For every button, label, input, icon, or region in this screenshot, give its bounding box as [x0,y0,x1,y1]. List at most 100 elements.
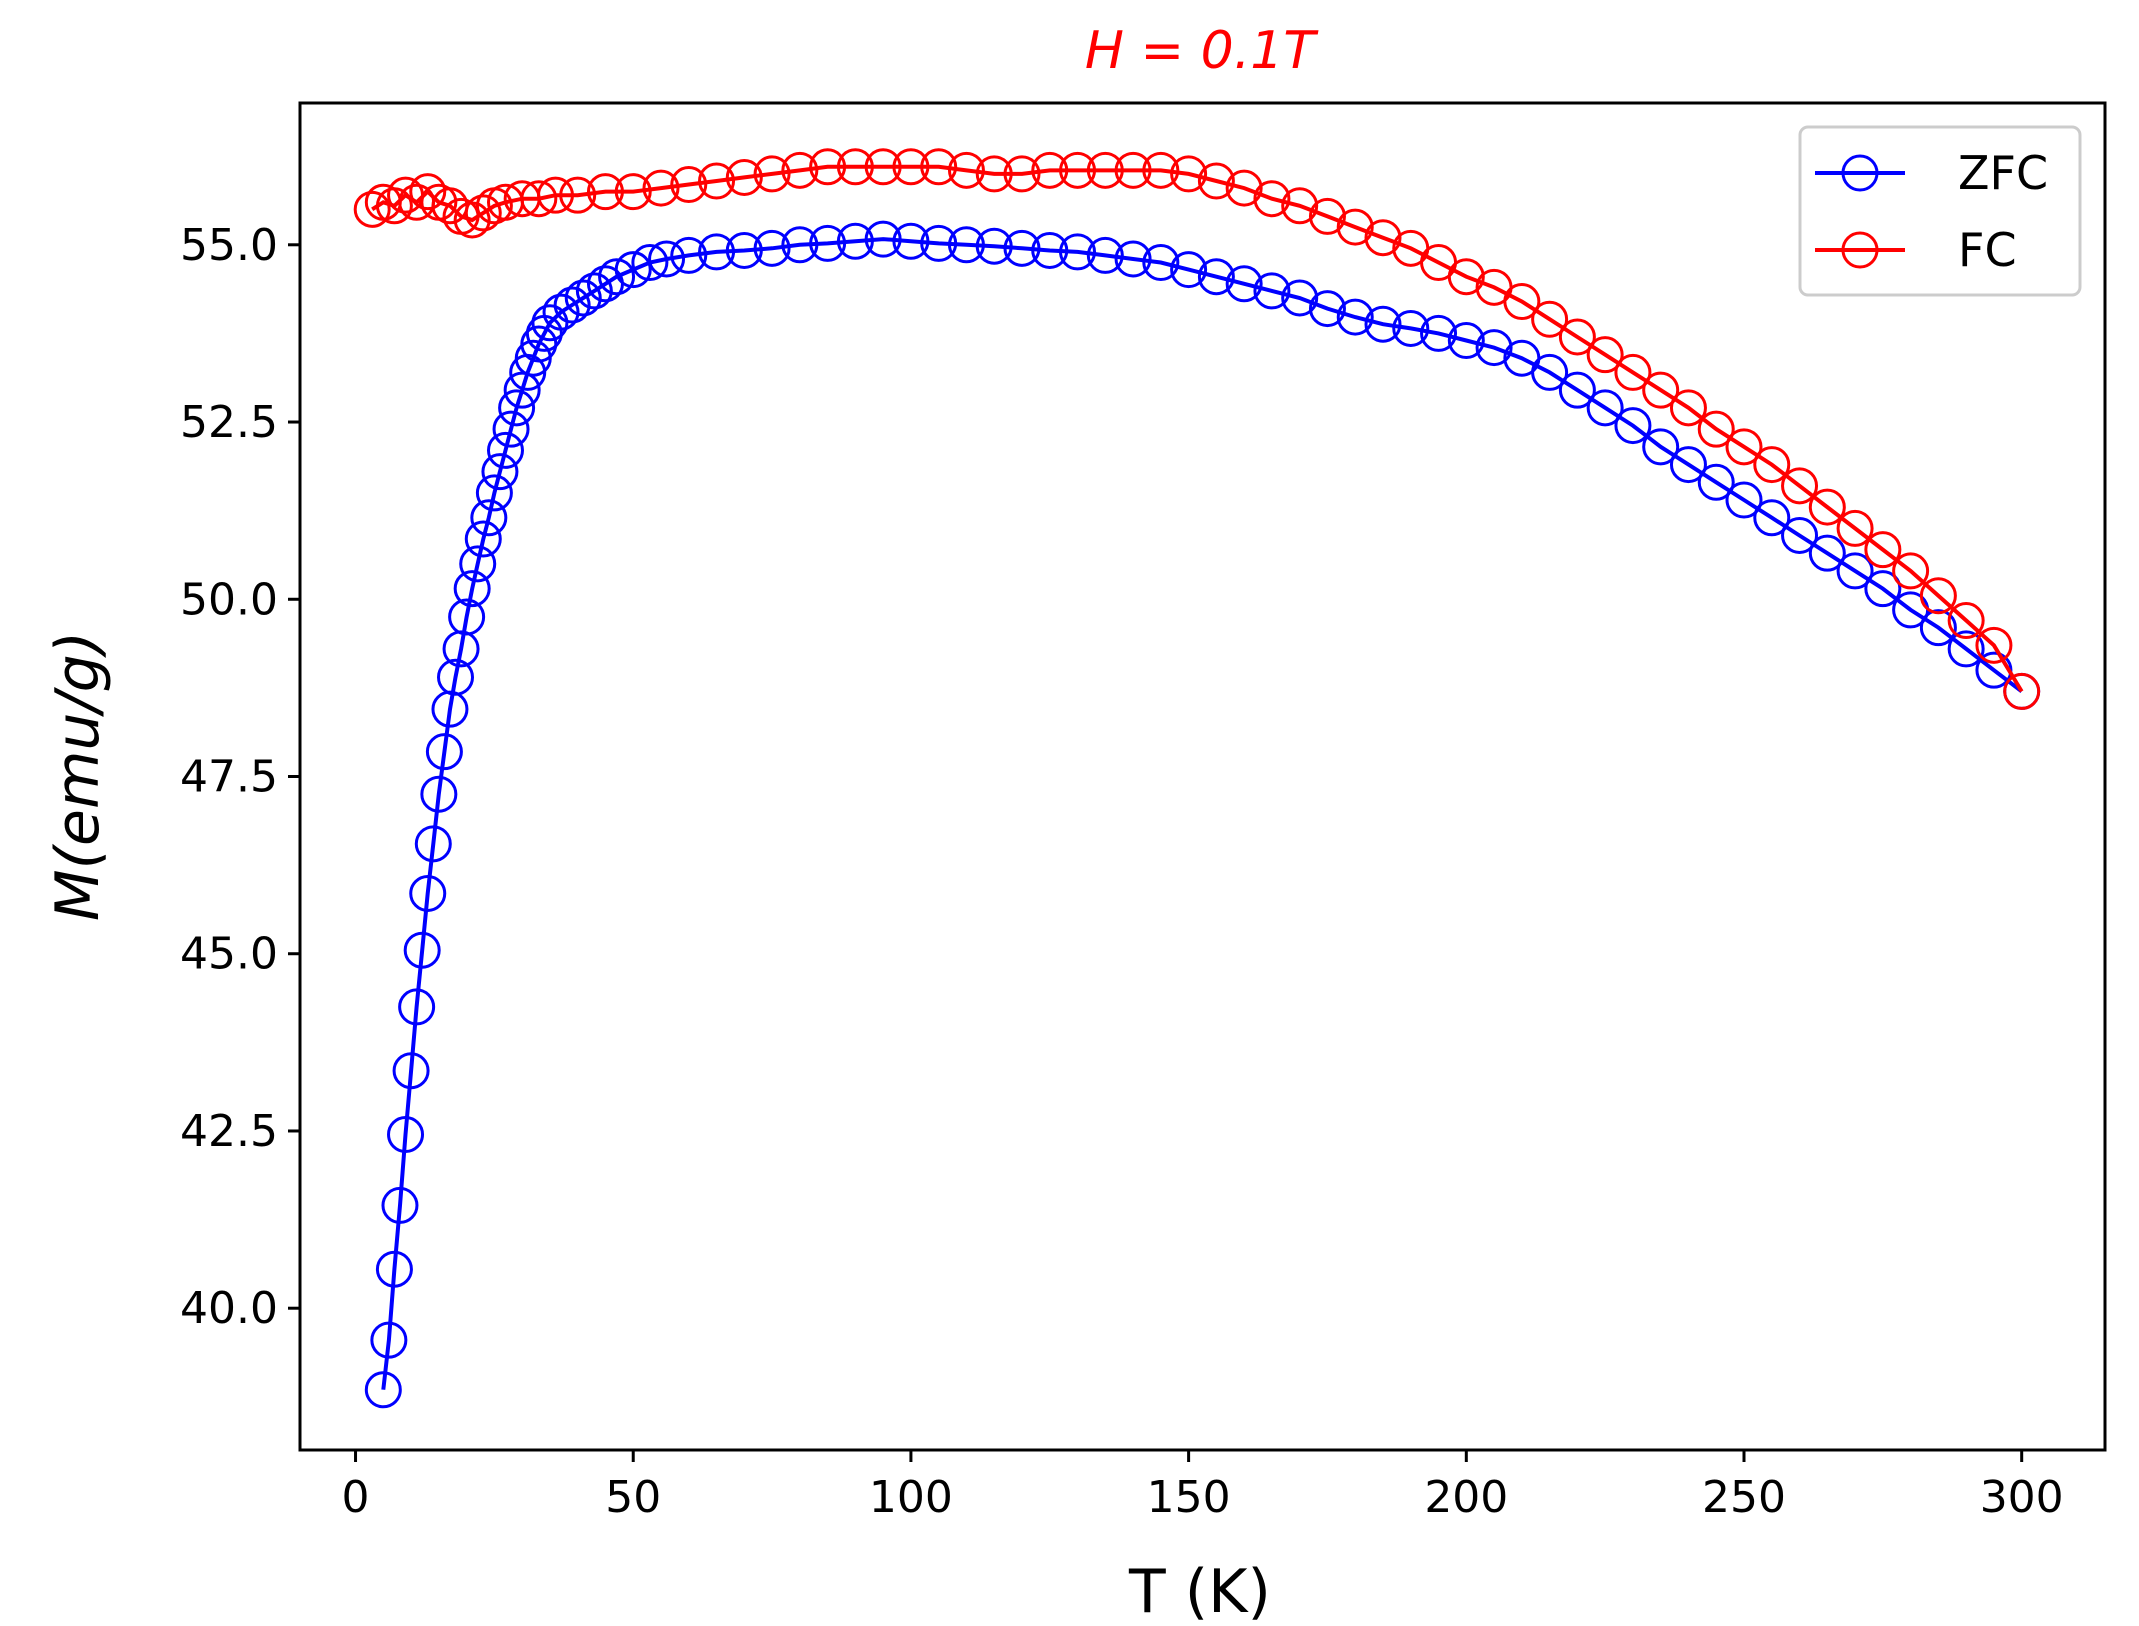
data-point-zfc [1836,552,1874,590]
data-point-zfc [425,733,463,771]
data-point-fc [1142,151,1180,189]
data-point-zfc [1864,570,1902,608]
data-point-zfc [1753,499,1791,537]
x-tick-label: 50 [605,1472,661,1523]
data-point-fc [1947,602,1985,640]
data-point-zfc [1197,258,1235,296]
x-tick-label: 100 [869,1472,953,1523]
data-point-zfc [1170,251,1208,289]
data-point-zfc [542,293,580,331]
data-point-zfc [1531,353,1569,391]
data-point-fc [1892,552,1930,590]
data-point-zfc [437,658,475,696]
data-point-fc [1669,389,1707,427]
data-point-zfc [448,598,486,636]
data-point-zfc [503,371,541,409]
x-tick-label: 200 [1424,1472,1508,1523]
y-axis-label: M(emu/g) [43,631,113,921]
data-point-fc [1642,371,1680,409]
series-layer [353,148,2041,1409]
data-point-zfc [364,1371,402,1409]
x-tick-label: 250 [1702,1472,1786,1523]
data-point-fc [920,148,958,186]
data-point-zfc [1364,305,1402,343]
data-point-fc [1919,577,1957,615]
data-point-fc [1586,336,1624,374]
data-point-zfc [409,874,447,912]
data-point-zfc [1392,309,1430,347]
x-axis-label: T (K) [1128,1557,1271,1626]
y-tick-label: 42.5 [180,1106,278,1157]
data-point-zfc [725,231,763,269]
data-point-fc [586,173,624,211]
y-tick-label: 45.0 [180,929,278,980]
data-point-fc [781,151,819,189]
data-point-zfc [864,220,902,258]
x-tick-label: 150 [1147,1472,1231,1523]
data-point-zfc [1781,516,1819,554]
legend-box [1798,125,2082,297]
data-point-zfc [414,825,452,863]
data-point-fc [520,180,558,218]
data-point-fc [614,173,652,211]
data-point-fc [1197,162,1235,200]
data-point-fc [1975,626,2013,664]
data-point-fc [809,148,847,186]
data-point-fc [1086,151,1124,189]
data-point-fc [975,155,1013,193]
data-point-zfc [387,1116,425,1154]
data-point-fc [1253,180,1291,218]
data-point-fc [1808,488,1846,526]
data-point-fc [1170,155,1208,193]
data-point-zfc [614,251,652,289]
data-point-zfc [1281,279,1319,317]
data-point-zfc [1586,389,1624,427]
data-point-zfc [492,410,530,448]
y-tick-label: 55.0 [180,220,278,271]
plot-frame [298,101,2107,1452]
data-point-fc [1031,151,1069,189]
data-point-zfc [464,520,502,558]
data-point-zfc [809,224,847,262]
data-point-fc [947,151,985,189]
data-point-zfc [1420,314,1458,352]
data-point-zfc [392,1052,430,1090]
data-point-zfc [1447,321,1485,359]
legend: ZFC FC [1798,125,2082,297]
data-point-fc [698,162,736,200]
data-point-zfc [1947,630,1985,668]
data-point-zfc [1142,244,1180,282]
x-tick-label: 0 [342,1472,370,1523]
data-point-zfc [375,1250,413,1288]
data-point-fc [836,148,874,186]
data-point-fc [536,176,574,214]
data-point-fc [2003,672,2041,710]
data-point-zfc [1031,231,1069,269]
data-point-fc [559,176,597,214]
data-point-fc [725,158,763,196]
data-point-zfc [648,240,686,278]
data-point-zfc [498,389,536,427]
legend-label-zfc: ZFC [1958,146,2048,200]
data-point-zfc [598,258,636,296]
y-tick-label: 40.0 [180,1283,278,1334]
data-point-zfc [1336,298,1374,336]
data-point-fc [753,155,791,193]
legend-marker-zfc [1841,154,1879,192]
data-point-zfc [564,279,602,317]
y-tick-label: 52.5 [180,397,278,448]
data-point-zfc [575,272,613,310]
data-point-fc [1836,509,1874,547]
legend-marker-fc [1841,231,1879,269]
x-tick-label: 300 [1980,1472,2064,1523]
data-point-zfc [1059,233,1097,271]
data-point-zfc [975,227,1013,265]
data-point-fc [892,148,930,186]
data-point-zfc [1253,272,1291,310]
data-point-zfc [836,222,874,260]
data-point-fc [1003,155,1041,193]
data-point-zfc [403,931,441,969]
data-point-zfc [486,431,524,469]
data-point-fc [1225,169,1263,207]
data-point-zfc [1725,481,1763,519]
